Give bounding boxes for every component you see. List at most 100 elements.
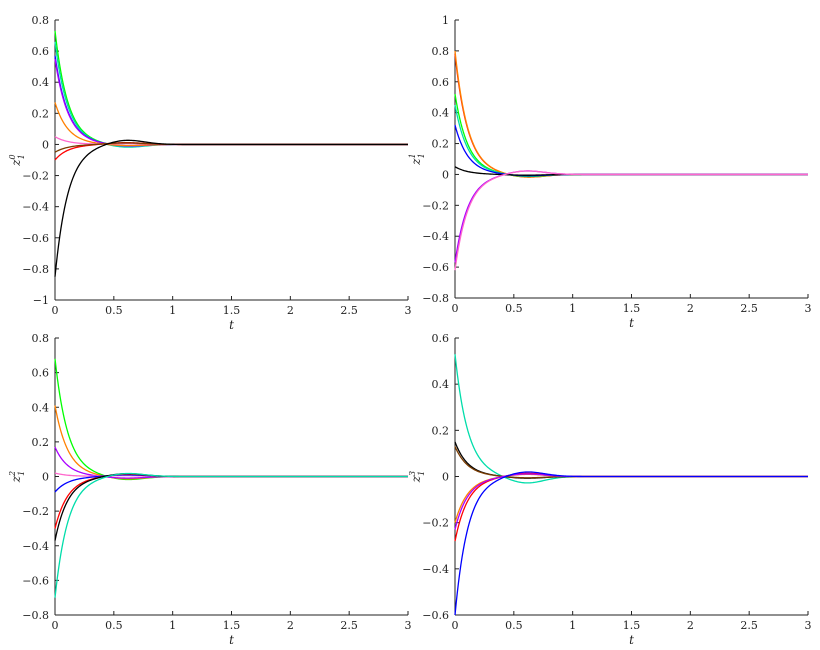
series-line-3 <box>54 55 408 147</box>
y-tick-label: −0.4 <box>22 201 49 214</box>
series-line-1 <box>54 30 408 147</box>
y-tick-label: −0.6 <box>422 609 449 622</box>
series-line-1 <box>454 53 808 178</box>
x-tick-label: 0.5 <box>505 302 523 315</box>
y-tick-label: −0.2 <box>422 199 449 212</box>
series-line-7 <box>454 170 808 263</box>
x-tick-label: 1 <box>569 619 576 632</box>
y-tick-label: −0.8 <box>22 263 49 276</box>
y-tick-label: 0.6 <box>432 76 450 89</box>
x-tick-label: 3 <box>405 304 412 317</box>
x-tick-label: 2.5 <box>740 619 758 632</box>
y-tick-label: 0.8 <box>432 45 450 58</box>
series-line-3 <box>454 94 808 178</box>
x-tick-label: 2 <box>687 302 694 315</box>
x-tick-label: 1 <box>169 304 176 317</box>
y-tick-label: −0.2 <box>22 505 49 518</box>
y-tick-label: 0.8 <box>32 332 50 345</box>
x-tick-label: 0 <box>52 619 59 632</box>
x-tick-label: 0.5 <box>105 619 123 632</box>
x-tick-label: 1.5 <box>223 619 241 632</box>
series-line-2 <box>54 41 408 148</box>
series-line-1 <box>54 358 408 481</box>
series-line-3 <box>454 446 808 479</box>
chart-panel-1: 0 0.5 1 1.5 2 2.5 3 −1 −0.8 −0.6 −0.4 −0.2 0 0.2 0.4 0.… <box>8 14 412 332</box>
y-tick-label: −0.6 <box>22 574 49 587</box>
x-axis-title: t <box>229 318 234 332</box>
series-line-8 <box>54 472 408 598</box>
x-axis-title: t <box>629 633 634 647</box>
x-tick-label: 3 <box>805 619 812 632</box>
y-axis-title: z01 <box>8 154 26 167</box>
chart-panel-2: 0 0.5 1 1.5 2 2.5 3 −0.8 −0.6 −0.4 −0.2 0 0.2 0.4 0.6 0… <box>408 14 812 330</box>
x-tick-label: 0.5 <box>505 619 523 632</box>
series-line-7 <box>454 471 808 616</box>
y-tick-label: −1 <box>33 294 49 307</box>
y-tick-label: −0.6 <box>22 232 49 245</box>
x-tick-label: 2 <box>687 619 694 632</box>
series-line-1 <box>454 354 808 484</box>
x-tick-label: 2 <box>287 304 294 317</box>
y-tick-label: 0 <box>42 471 49 484</box>
y-tick-label: 0.6 <box>432 332 450 345</box>
series-line-5 <box>54 102 408 147</box>
series-line-8 <box>454 170 808 271</box>
x-tick-label: 2.5 <box>340 619 358 632</box>
x-tick-label: 0 <box>52 304 59 317</box>
y-tick-label: 0.8 <box>32 14 50 27</box>
y-tick-label: 0 <box>442 471 449 484</box>
series-line-4 <box>54 58 408 147</box>
y-tick-label: −0.2 <box>422 517 449 530</box>
series-line-3 <box>54 446 408 479</box>
x-tick-label: 0.5 <box>105 304 123 317</box>
series-line-2 <box>54 405 408 480</box>
x-tick-label: 3 <box>405 619 412 632</box>
y-tick-label: 1 <box>442 14 449 27</box>
y-tick-label: −0.6 <box>422 261 449 274</box>
x-tick-label: 2.5 <box>740 302 758 315</box>
series-line-6 <box>454 473 808 530</box>
chart-panel-3: 0 0.5 1 1.5 2 2.5 3 −0.8 −0.6 −0.4 −0.2 0 0.2 0.4 0.6 0… <box>8 332 412 647</box>
y-tick-label: 0.4 <box>432 378 450 391</box>
chart-panel-4: 0 0.5 1 1.5 2 2.5 3 −0.6 −0.4 −0.2 0 0.2 0.4 0.6 t z31 <box>408 332 812 647</box>
series-line-6 <box>54 473 408 529</box>
series-line-5 <box>454 472 808 542</box>
x-tick-label: 0 <box>452 619 459 632</box>
y-axis-title: z31 <box>408 471 426 484</box>
x-tick-label: 0 <box>452 302 459 315</box>
series-line-2 <box>454 441 808 479</box>
series-line-4 <box>454 104 808 177</box>
y-tick-label: 0.4 <box>32 401 50 414</box>
x-tick-label: 3 <box>805 302 812 315</box>
y-tick-label: −0.4 <box>422 563 449 576</box>
y-tick-label: −0.8 <box>22 609 49 622</box>
x-tick-label: 1 <box>169 619 176 632</box>
y-tick-label: 0 <box>42 138 49 151</box>
x-axis-title: t <box>229 633 234 647</box>
x-tick-label: 1.5 <box>623 619 641 632</box>
y-axis-title: z11 <box>408 153 426 166</box>
y-tick-label: 0 <box>442 168 449 181</box>
y-tick-label: 0.2 <box>432 424 450 437</box>
y-tick-label: −0.2 <box>22 170 49 183</box>
y-tick-label: 0.4 <box>32 76 50 89</box>
x-tick-label: 2.5 <box>340 304 358 317</box>
x-tick-label: 1.5 <box>223 304 241 317</box>
x-axis-title: t <box>629 316 634 330</box>
series-line-9 <box>54 139 408 277</box>
y-tick-label: 0.4 <box>432 107 450 120</box>
y-tick-label: 0.6 <box>32 367 50 380</box>
y-tick-label: 0.2 <box>32 107 50 120</box>
x-tick-label: 1 <box>569 302 576 315</box>
y-tick-label: −0.8 <box>422 292 449 305</box>
y-tick-label: −0.4 <box>22 540 49 553</box>
x-tick-label: 1.5 <box>623 302 641 315</box>
y-tick-label: 0.2 <box>432 138 450 151</box>
series-line-7 <box>54 472 408 541</box>
series-line-2 <box>454 50 808 178</box>
y-tick-label: 0.6 <box>32 45 50 58</box>
series-line-4 <box>454 473 808 523</box>
y-tick-label: −0.4 <box>422 230 449 243</box>
series-line-5 <box>454 124 808 177</box>
